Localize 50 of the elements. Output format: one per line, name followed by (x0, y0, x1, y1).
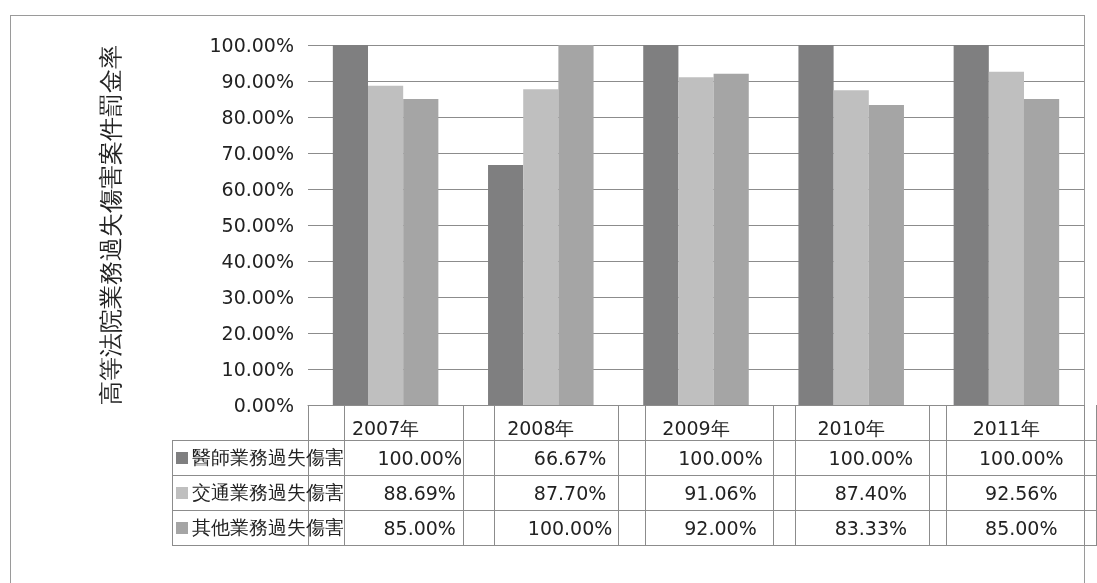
x-tick-label: 2010年 (817, 416, 885, 439)
legend-label: 醫師業務過失傷害 (172, 440, 345, 476)
y-tick-label: 40.00% (221, 250, 294, 272)
bar (988, 71, 1024, 405)
data-label: 88.69% (344, 475, 495, 511)
y-tick-label: 80.00% (221, 106, 294, 128)
data-label: 100.00% (494, 510, 646, 546)
bar (403, 99, 439, 405)
data-label: 83.33% (795, 510, 947, 546)
data-label: 66.67% (494, 440, 646, 476)
y-tick-label: 10.00% (221, 358, 294, 380)
data-label: 85.00% (344, 510, 495, 546)
bar (678, 77, 714, 405)
data-label: 100.00% (946, 440, 1097, 476)
data-label: 85.00% (946, 510, 1097, 546)
data-label: 87.40% (795, 475, 947, 511)
data-label: 92.56% (946, 475, 1097, 511)
y-tick-label: 90.00% (221, 70, 294, 92)
y-tick-label: 30.00% (221, 286, 294, 308)
bar (713, 73, 749, 405)
bar (643, 45, 679, 405)
legend-label: 交通業務過失傷害 (172, 475, 345, 511)
legend-label: 其他業務過失傷害 (172, 510, 345, 546)
bar (488, 164, 524, 405)
y-tick-label: 50.00% (221, 214, 294, 236)
x-tick-label: 2008年 (507, 416, 575, 439)
y-tick-label: 0.00% (233, 394, 294, 416)
bar (558, 45, 594, 405)
y-tick-label: 60.00% (221, 178, 294, 200)
y-tick-label: 100.00% (209, 34, 294, 56)
y-tick-label: 70.00% (221, 142, 294, 164)
data-label: 100.00% (344, 440, 495, 476)
data-label: 87.70% (494, 475, 646, 511)
x-tick-label: 2009年 (662, 416, 730, 439)
bar (523, 89, 559, 405)
data-label: 92.00% (645, 510, 796, 546)
x-tick-label: 2007年 (351, 416, 420, 439)
data-label: 100.00% (795, 440, 947, 476)
bar (868, 105, 904, 405)
bar (953, 45, 989, 405)
data-label: 91.06% (645, 475, 796, 511)
data-label: 100.00% (645, 440, 796, 476)
bar (833, 90, 869, 405)
bar (1023, 99, 1060, 405)
x-tick-label: 2011年 (972, 416, 1041, 439)
y-tick-label: 20.00% (221, 322, 294, 344)
bar (332, 45, 369, 405)
bar (798, 45, 834, 405)
bar (368, 85, 404, 405)
y-axis-title: 高等法院業務過失傷害案件罰金率 (97, 45, 125, 405)
